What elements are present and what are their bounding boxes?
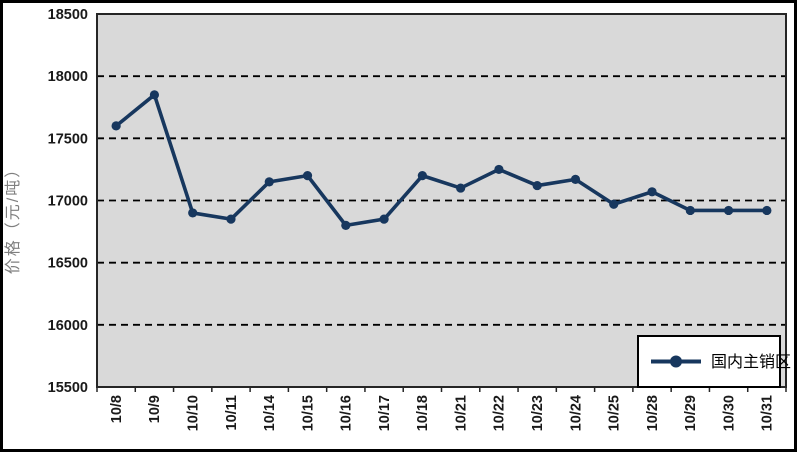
y-tick-label: 15500	[48, 380, 88, 396]
data-point-marker	[226, 214, 236, 224]
data-point-marker	[762, 205, 772, 216]
y-tick-label: 17500	[48, 131, 88, 147]
data-point-marker	[264, 177, 274, 187]
x-tick-label: 10/31	[760, 395, 776, 431]
data-point-marker	[494, 164, 504, 175]
y-axis-title: 价格（元/吨）	[4, 160, 22, 274]
x-tick-label: 10/28	[645, 395, 661, 431]
data-point-marker	[188, 208, 198, 218]
x-tick-label: 10/17	[377, 395, 393, 431]
data-point-marker	[609, 199, 619, 209]
y-tick-label: 17000	[48, 194, 88, 210]
x-tick-label: 10/10	[185, 395, 201, 431]
x-tick-label: 10/23	[530, 395, 546, 431]
data-point-marker	[647, 187, 657, 197]
data-point-marker	[456, 183, 466, 193]
x-tick-label: 10/16	[339, 395, 355, 431]
x-tick-label: 10/15	[300, 395, 316, 431]
x-tick-label: 10/8	[109, 395, 125, 423]
legend-marker-icon	[670, 355, 682, 368]
x-tick-label: 10/21	[453, 395, 469, 431]
data-point-marker	[685, 205, 695, 216]
data-point-marker	[379, 214, 389, 224]
x-tick-label: 10/18	[415, 395, 431, 431]
price-line-chart: 15500 16000 16500 17000 17500 18000 18500 10/8 1…	[4, 7, 791, 431]
x-tick-label: 10/25	[607, 395, 623, 431]
x-tick-label: 10/30	[721, 395, 737, 431]
data-point-marker	[532, 180, 542, 191]
x-tick-label: 10/22	[492, 395, 508, 431]
data-point-marker	[570, 174, 581, 184]
x-tick-label: 10/24	[568, 395, 584, 431]
y-tick-label: 18000	[48, 69, 88, 85]
data-point-marker	[302, 171, 313, 181]
y-tick-label: 18500	[48, 7, 88, 23]
x-tick-label: 10/14	[262, 395, 278, 431]
y-tick-label: 16500	[48, 256, 88, 272]
data-point-marker	[341, 220, 351, 230]
data-point-marker	[149, 90, 160, 100]
legend-label: 国内主销区	[711, 353, 791, 371]
x-tick-label: 10/9	[147, 395, 163, 423]
data-point-marker	[417, 171, 427, 181]
data-point-marker	[723, 205, 734, 216]
y-tick-label: 16000	[48, 318, 88, 334]
plot-area	[97, 14, 786, 387]
x-tick-label: 10/11	[224, 395, 240, 431]
legend: 国内主销区	[637, 335, 791, 388]
data-point-marker	[111, 121, 121, 131]
series-line	[114, 93, 769, 228]
x-tick-label: 10/29	[683, 395, 699, 431]
